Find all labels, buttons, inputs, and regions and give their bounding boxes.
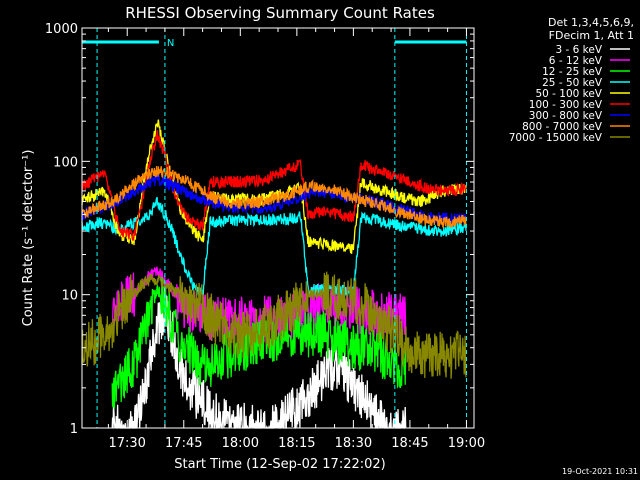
x-tick-label: 18:00 — [222, 436, 259, 451]
x-tick-label: 18:15 — [278, 436, 315, 451]
legend-entry-label: 3 - 6 keV — [555, 44, 602, 56]
legend: Det 1,3,4,5,6,9, FDecim 1, Att 1 3 - 6 k… — [509, 16, 634, 144]
series-line-8 — [81, 165, 467, 229]
series-lines — [81, 119, 467, 429]
y-tick-label: 100 — [53, 155, 78, 170]
x-axis: 17:30 17:45 18:00 18:15 18:30 18:45 19:00 — [107, 28, 485, 451]
series-line-9 — [81, 271, 467, 379]
y-axis-label: Count Rate (s⁻¹ detector⁻¹) — [21, 150, 36, 327]
x-tick-label: 18:30 — [335, 436, 372, 451]
x-tick-label: 18:45 — [391, 436, 428, 451]
legend-entry-label: 300 - 800 keV — [529, 110, 603, 122]
legend-header-line-2: FDecim 1, Att 1 — [549, 29, 634, 42]
series-line-6 — [81, 129, 467, 242]
flag-label: N — [167, 38, 174, 49]
flag-markers: N — [82, 28, 467, 428]
x-tick-label: 19:00 — [448, 436, 485, 451]
legend-header-line-1: Det 1,3,4,5,6,9, — [548, 16, 634, 29]
legend-entry-label: 800 - 7000 keV — [522, 121, 603, 133]
y-tick-label: 1 — [70, 422, 78, 437]
series-line-3 — [111, 276, 407, 409]
legend-entry-label: 12 - 25 keV — [542, 66, 603, 78]
y-axis: 1 10 100 1000 — [45, 22, 474, 437]
x-tick-label: 17:30 — [108, 436, 145, 451]
series-line-4 — [81, 196, 467, 299]
legend-entry-label: 100 - 300 keV — [529, 99, 603, 111]
legend-entry-label: 50 - 100 keV — [535, 88, 602, 100]
chart-title: RHESSI Observing Summary Count Rates — [125, 4, 435, 22]
legend-entry-label: 7000 - 15000 keV — [509, 132, 603, 144]
legend-entry-label: 25 - 50 keV — [542, 77, 603, 89]
legend-entry-label: 6 - 12 keV — [549, 55, 603, 67]
x-axis-label: Start Time (12-Sep-02 17:22:02) — [174, 457, 385, 472]
timestamp: 19-Oct-2021 10:31 — [562, 467, 638, 476]
y-tick-label: 10 — [61, 289, 78, 304]
x-tick-label: 17:45 — [165, 436, 202, 451]
y-tick-label: 1000 — [45, 22, 78, 37]
